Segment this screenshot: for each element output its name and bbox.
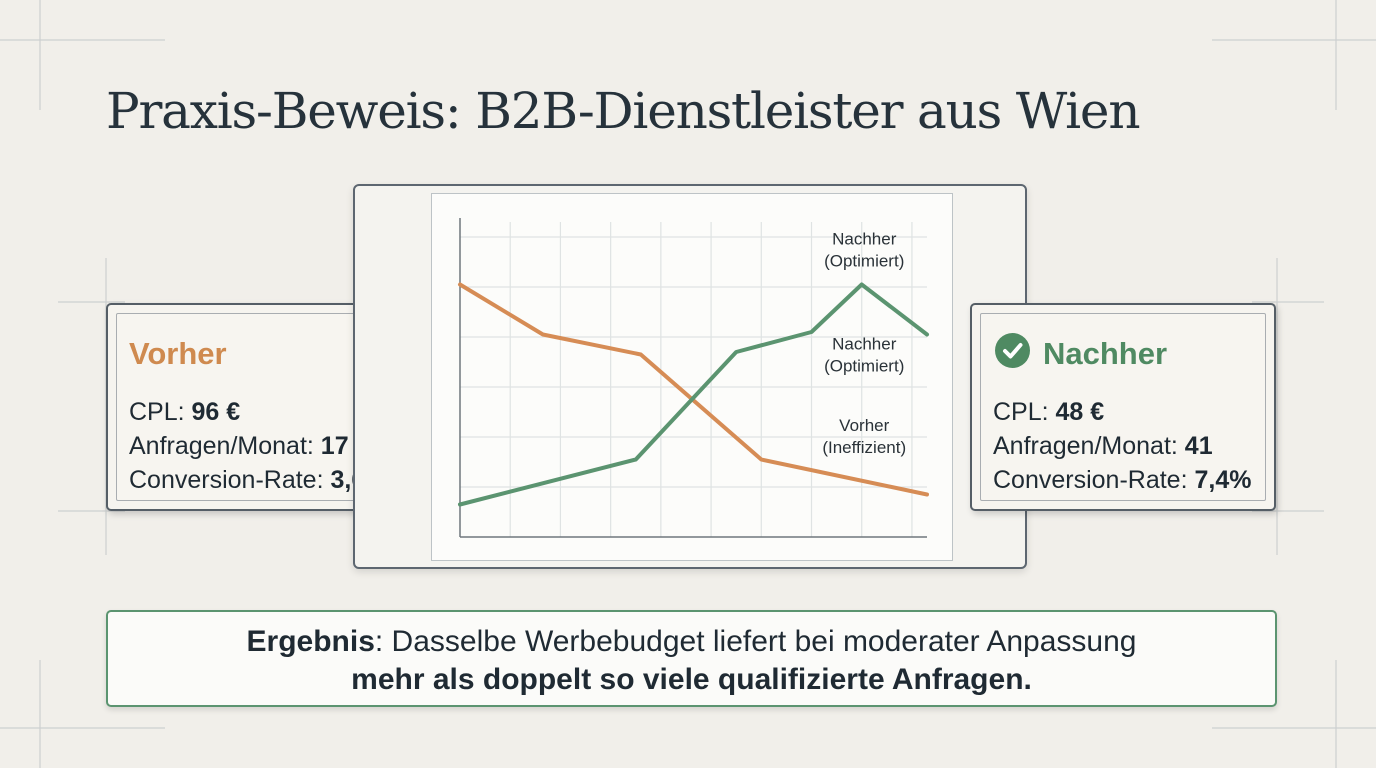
stat-label: Anfragen/Monat:: [129, 432, 321, 460]
stat-value: 96 €: [191, 398, 241, 426]
result-line-2: mehr als doppelt so viele qualifizierte …: [108, 661, 1275, 699]
page-title: Praxis-Beweis: B2B-Dienstleister aus Wie…: [106, 82, 1141, 140]
before-card-title: Vorher: [129, 336, 227, 371]
chart-annotation: Nachher (Optimiert): [824, 335, 904, 376]
chart-panel: Nachher (Optimiert) Nachher (Optimiert) Vorh…: [353, 184, 1027, 569]
stat-value: 48 €: [1055, 398, 1105, 426]
stat-label: CPL:: [993, 398, 1056, 426]
line-chart: Nachher (Optimiert) Nachher (Optimiert) Vorh…: [458, 218, 929, 538]
before-stat-conversion: Conversion-Rate: 3,6%: [129, 463, 387, 497]
chart-area: Nachher (Optimiert) Nachher (Optimiert) Vorh…: [431, 193, 953, 561]
result-line-1: Ergebnis: Dasselbe Werbebudget liefert b…: [108, 623, 1275, 661]
stat-value: 17: [320, 432, 349, 460]
result-highlight: mehr als doppelt so viele qualifizierte …: [351, 663, 1032, 696]
result-box: Ergebnis: Dasselbe Werbebudget liefert b…: [106, 610, 1277, 707]
stat-value: 7,4%: [1194, 466, 1252, 494]
before-stat-cpl: CPL: 96 €: [129, 395, 387, 429]
series-line-nachher: [458, 282, 929, 507]
checkmark-icon: [995, 333, 1030, 368]
result-lead: Ergebnis: [246, 625, 375, 658]
annotation-line: Nachher: [832, 335, 897, 354]
stat-value: 41: [1184, 432, 1213, 460]
annotation-line: Nachher: [832, 230, 897, 249]
before-stat-requests: Anfragen/Monat: 17: [129, 429, 387, 463]
chart-annotation: Vorher (Ineffizient): [822, 416, 906, 457]
annotation-line: (Optimiert): [824, 252, 904, 271]
after-stat-cpl: CPL: 48 €: [993, 395, 1251, 429]
result-text: : Dasselbe Werbebudget liefert bei moder…: [374, 625, 1137, 658]
stat-label: Anfragen/Monat:: [993, 432, 1185, 460]
chart-annotation: Nachher (Optimiert): [824, 230, 904, 271]
annotation-line: (Ineffizient): [822, 438, 906, 457]
after-card-frame: Nachher CPL: 48 € Anfragen/Monat: 41 Con…: [980, 313, 1266, 501]
before-stats: CPL: 96 € Anfragen/Monat: 17 Conversion-…: [129, 395, 387, 497]
series-line-vorher: [458, 282, 929, 497]
after-stat-conversion: Conversion-Rate: 7,4%: [993, 463, 1251, 497]
after-card: Nachher CPL: 48 € Anfragen/Monat: 41 Con…: [970, 303, 1276, 511]
after-stats: CPL: 48 € Anfragen/Monat: 41 Conversion-…: [993, 395, 1251, 497]
annotation-line: Vorher: [839, 416, 889, 435]
stat-label: CPL:: [129, 398, 192, 426]
stat-label: Conversion-Rate:: [129, 466, 331, 494]
stat-label: Conversion-Rate:: [993, 466, 1195, 494]
annotation-line: (Optimiert): [824, 357, 904, 376]
after-stat-requests: Anfragen/Monat: 41: [993, 429, 1251, 463]
after-card-title: Nachher: [1043, 336, 1168, 371]
